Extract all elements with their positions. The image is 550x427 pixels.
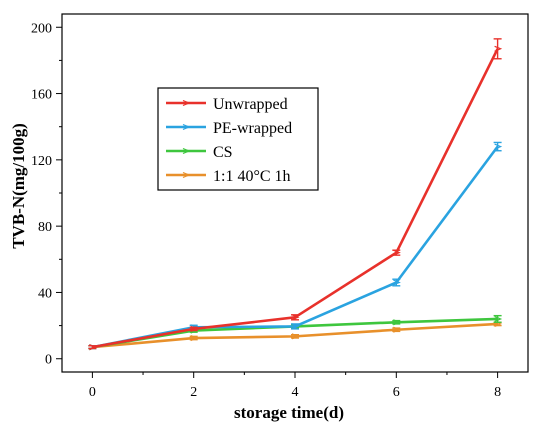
legend-marker [182,147,191,155]
legend-marker [182,171,191,179]
legend-label: CS [213,144,233,161]
legend-marker [182,99,191,107]
y-axis-ticks: 0 40 80 120 160 200 [31,21,62,368]
legend: Unwrapped PE-wrapped CS 1:1 40°C 1h [157,87,319,191]
x-tick-label: 2 [190,385,197,400]
data-point [89,344,97,351]
y-tick-label: 40 [38,286,52,301]
data-point [494,45,503,52]
data-point [393,279,401,286]
legend-label: Unwrapped [213,96,288,113]
data-point [494,315,503,323]
legend-marker [182,123,191,131]
x-tick-label: 0 [89,385,96,400]
y-tick-label: 80 [38,220,52,235]
x-tick-label: 4 [292,385,299,400]
data-point [393,249,401,256]
series-layer [88,38,503,351]
x-axis-ticks: 0 2 4 6 8 [89,372,501,400]
x-tick-label: 8 [494,385,501,400]
data-point [291,314,300,321]
y-tick-label: 120 [31,154,52,169]
data-point [393,319,401,326]
y-tick-label: 200 [31,21,52,36]
legend-items: Unwrapped PE-wrapped CS 1:1 40°C 1h [166,96,292,185]
legend-label: PE-wrapped [213,120,292,137]
data-point [291,333,300,340]
y-tick-label: 0 [45,353,52,368]
data-point [393,326,401,333]
y-tick-label: 160 [31,88,52,103]
data-point [494,143,503,150]
legend-label: 1:1 40°C 1h [213,168,291,185]
data-point [190,325,199,332]
y-axis-title: TVB-N(mg/100g) [9,123,28,249]
x-axis-title: storage time(d) [234,403,344,422]
series-unwrapped [88,38,503,351]
x-tick-label: 6 [393,385,400,400]
data-point [291,323,300,330]
data-point [190,334,199,342]
